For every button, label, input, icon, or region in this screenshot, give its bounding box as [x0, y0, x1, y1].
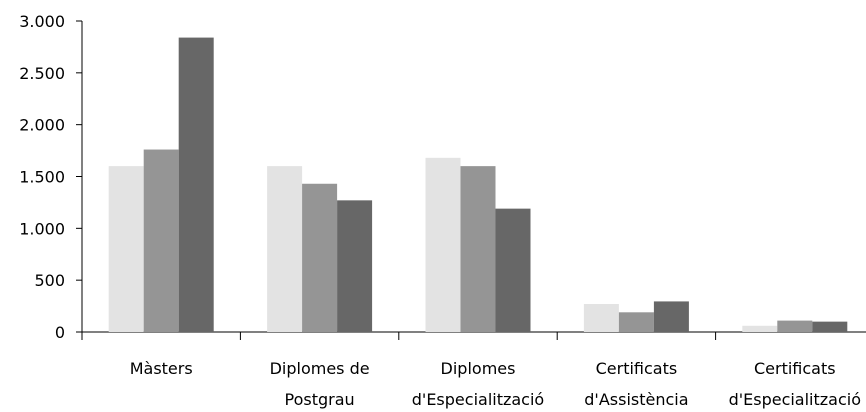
- bar: [812, 321, 848, 332]
- category-label-line: Màsters: [130, 359, 193, 378]
- category-label-line: d'Especialització: [412, 390, 544, 409]
- category-label-line: Postgrau: [285, 390, 355, 409]
- bar: [460, 166, 496, 332]
- bars: [108, 37, 848, 332]
- y-axis: 0 500 1.000 1.500 2.000 2.500 3.000: [19, 12, 83, 342]
- bar: [178, 37, 214, 332]
- bar: [653, 301, 689, 332]
- category-label-line: Certificats: [754, 359, 836, 378]
- category-labels: Màsters Diplomes de Postgrau Diplomes d'Espe…: [130, 359, 861, 409]
- y-tick-label: 2.000: [19, 116, 65, 135]
- bar: [143, 149, 179, 332]
- bar: [583, 304, 619, 332]
- bar: [267, 166, 303, 332]
- category-label-line: Diplomes de: [270, 359, 370, 378]
- category-label: Diplomes d'Especialització: [412, 359, 544, 409]
- bar: [495, 208, 531, 332]
- category-label: Certificats d'Especialització: [729, 359, 861, 409]
- category-label-line: d'Especialització: [729, 390, 861, 409]
- y-tick-label: 1.500: [19, 168, 65, 187]
- y-tick-label: 500: [34, 271, 65, 290]
- category-label: Diplomes de Postgrau: [270, 359, 370, 409]
- bar: [337, 200, 373, 332]
- bar: [742, 325, 778, 332]
- bar: [108, 166, 144, 332]
- bar: [618, 312, 654, 332]
- category-label-line: Certificats: [596, 359, 678, 378]
- category-label: Certificats d'Assistència: [584, 359, 688, 409]
- category-label-line: Diplomes: [441, 359, 516, 378]
- x-axis: [81, 331, 866, 340]
- bar: [777, 320, 813, 332]
- bar: [425, 157, 461, 332]
- y-tick-label: 1.000: [19, 219, 65, 238]
- bar: [302, 183, 338, 332]
- y-tick-label: 2.500: [19, 64, 65, 83]
- y-tick-label: 3.000: [19, 12, 65, 31]
- category-label-line: d'Assistència: [584, 390, 688, 409]
- y-tick-label: 0: [55, 323, 65, 342]
- category-label: Màsters: [130, 359, 193, 378]
